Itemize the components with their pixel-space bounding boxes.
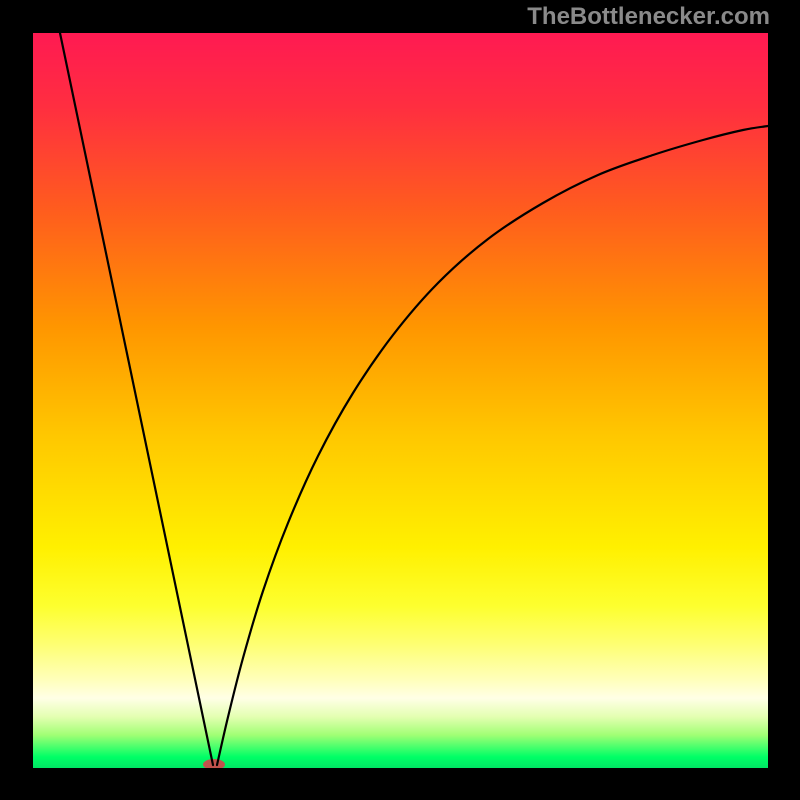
curve-left-branch <box>60 33 213 765</box>
chart-frame: TheBottlenecker.com <box>0 0 800 800</box>
bottleneck-marker <box>203 759 225 768</box>
curve-layer <box>33 33 768 768</box>
curve-right-branch <box>217 126 768 765</box>
watermark-text: TheBottlenecker.com <box>527 3 770 31</box>
plot-area <box>33 33 768 768</box>
